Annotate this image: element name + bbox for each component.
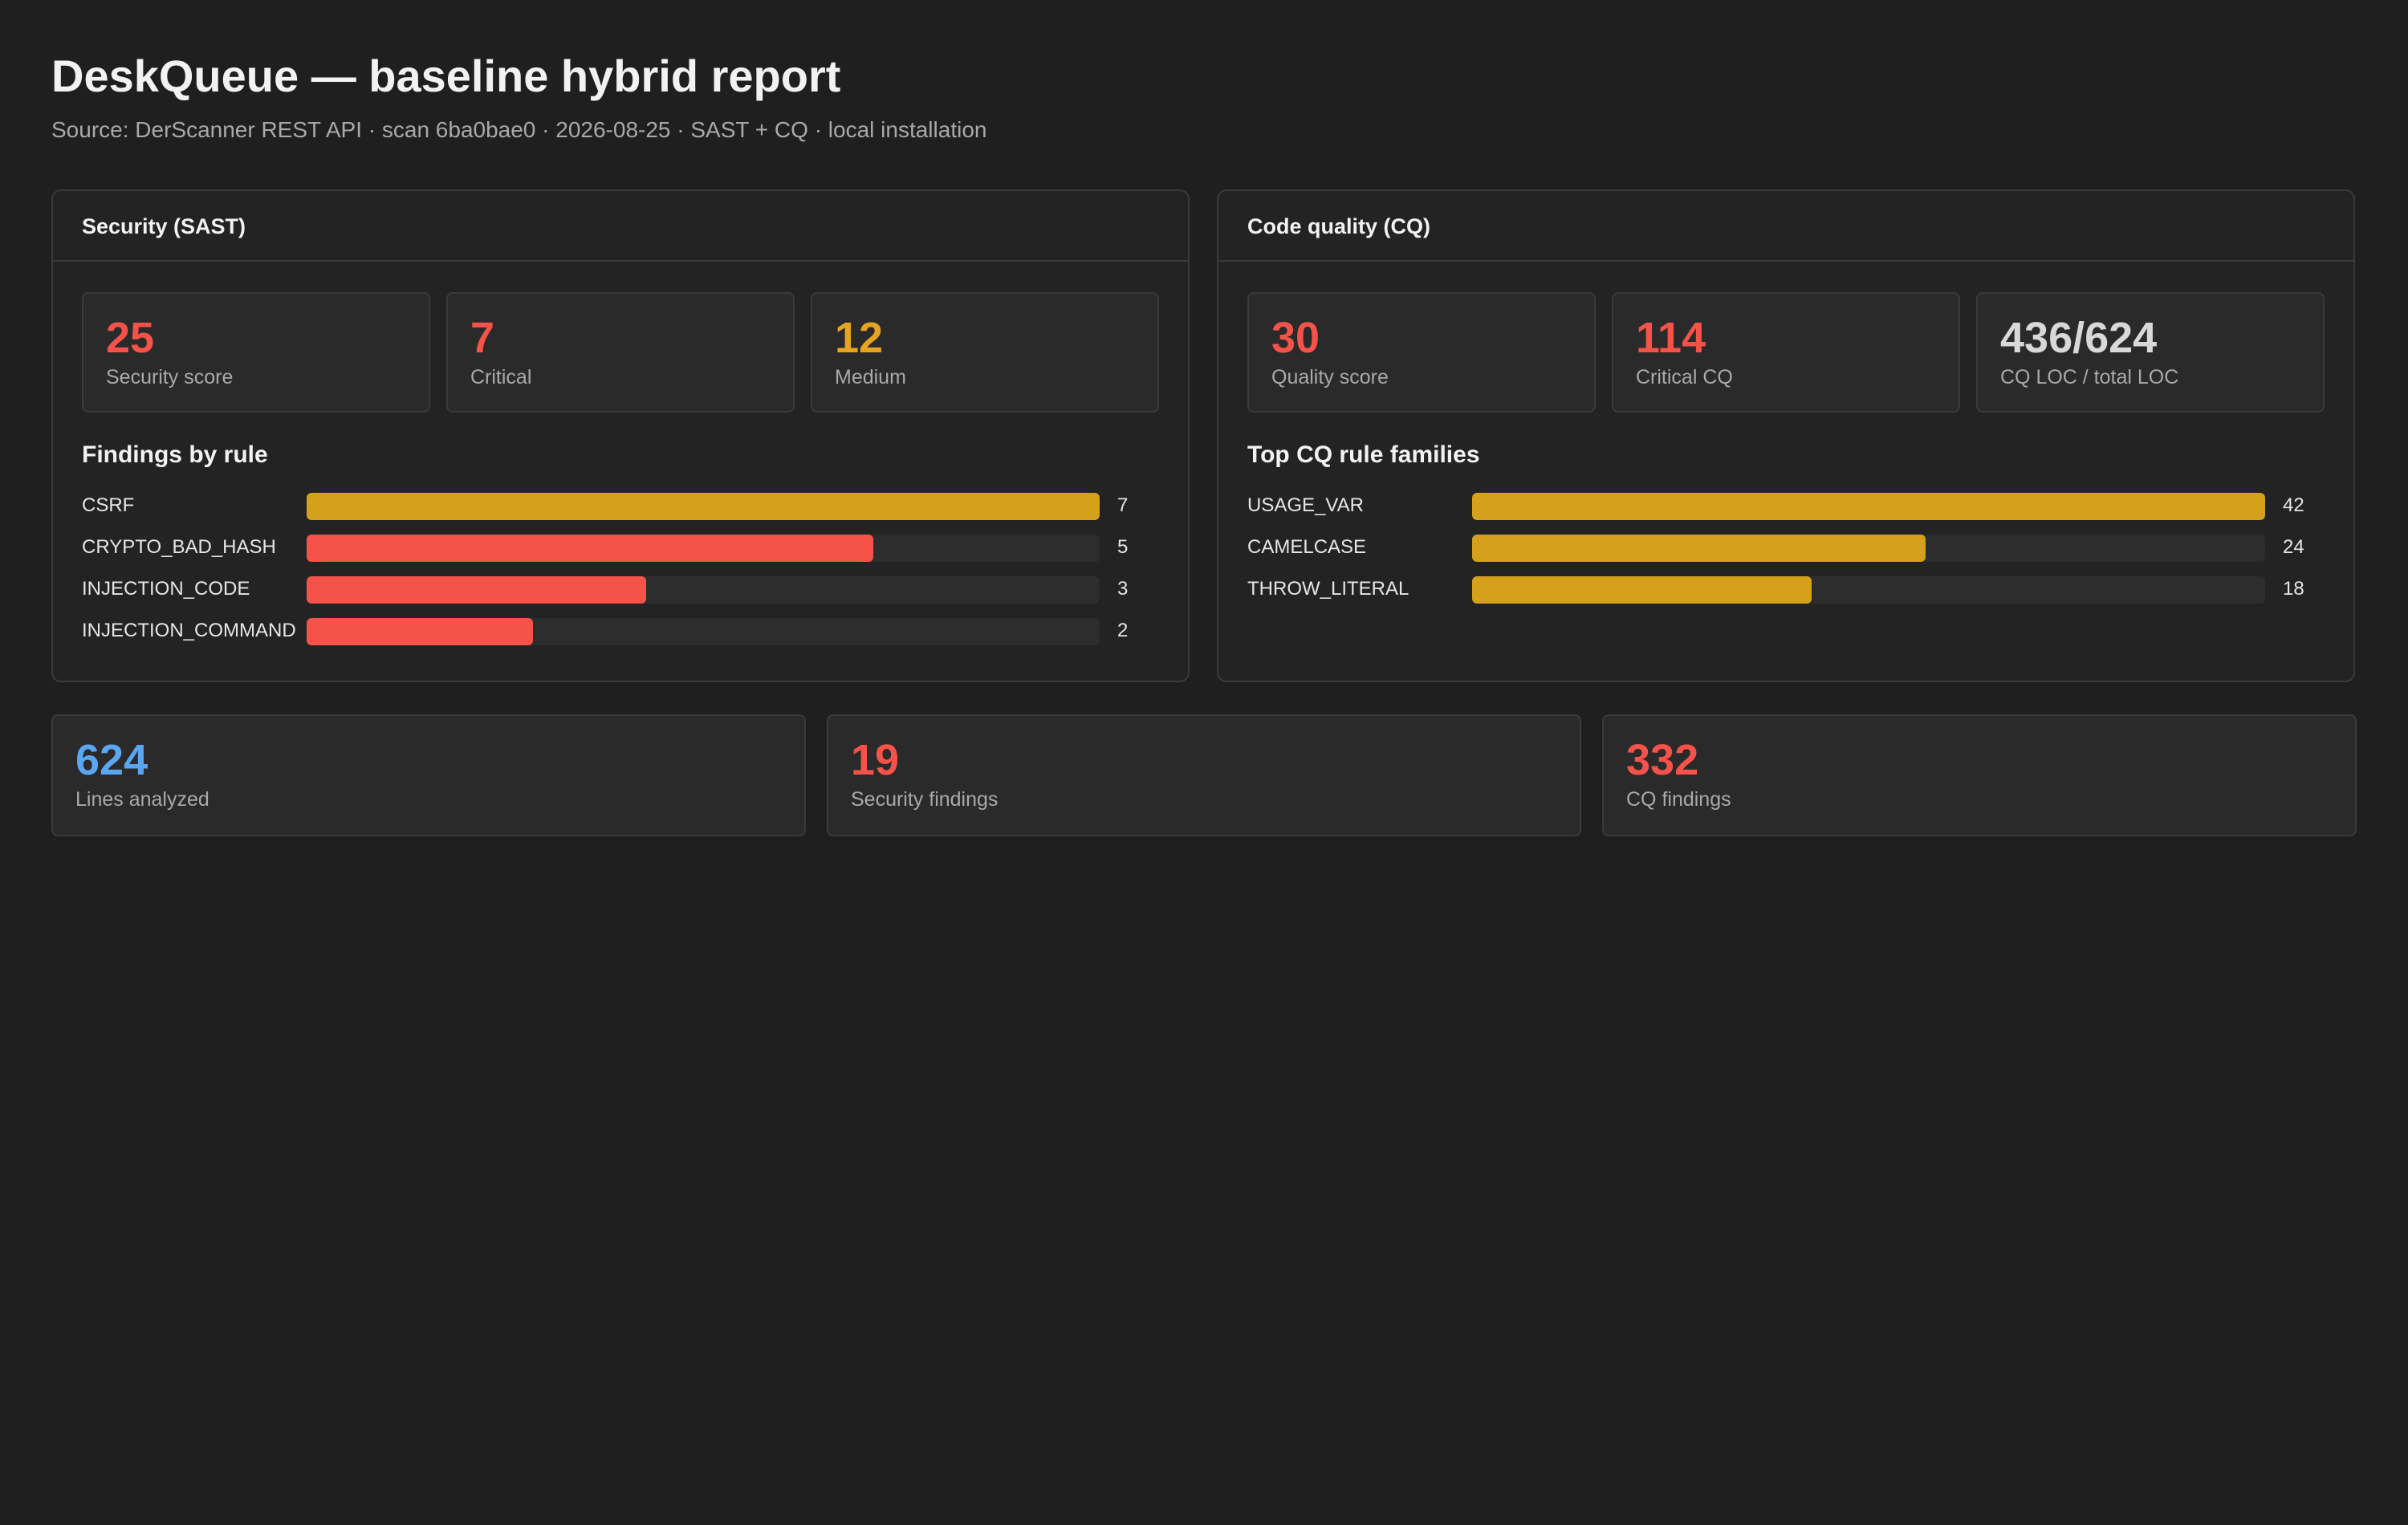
bar bbox=[307, 535, 873, 562]
bar-label: INJECTION_CODE bbox=[82, 578, 250, 600]
lines-analyzed-value: 624 bbox=[75, 736, 148, 784]
bar bbox=[1472, 493, 2265, 520]
critical-label: Critical bbox=[470, 366, 532, 388]
bar-row: CAMELCASE 24 bbox=[1247, 530, 2325, 571]
lines-analyzed-label: Lines analyzed bbox=[75, 788, 209, 811]
critical-cq-label: Critical CQ bbox=[1636, 366, 1733, 388]
security-panel-title: Security (SAST) bbox=[53, 191, 1188, 262]
top-cq-rule-families-chart: USAGE_VAR 42 CAMELCASE 24 THROW_LITERAL 18 bbox=[1247, 488, 2325, 613]
code-quality-panel-title: Code quality (CQ) bbox=[1218, 191, 2353, 262]
security-findings-value: 19 bbox=[851, 736, 900, 784]
critical-card: 7 Critical bbox=[446, 292, 795, 413]
bar-label: INJECTION_COMMAND bbox=[82, 620, 296, 641]
findings-by-rule-chart: CSRF 7 CRYPTO_BAD_HASH 5 INJECTION_CODE 3 INJE… bbox=[82, 488, 1159, 655]
critical-cq-value: 114 bbox=[1636, 314, 1706, 362]
bar-label: THROW_LITERAL bbox=[1247, 578, 1409, 600]
bar-row: INJECTION_CODE 3 bbox=[82, 571, 1159, 613]
security-kpi-row: 25 Security score 7 Critical 12 Medium bbox=[82, 292, 1159, 413]
top-cq-rule-families-title: Top CQ rule families bbox=[1247, 441, 1480, 468]
bar-value-label: 2 bbox=[1117, 620, 1129, 641]
bar-value-label: 18 bbox=[2283, 578, 2304, 600]
summary-row: 624 Lines analyzed 19 Security findings … bbox=[51, 714, 2357, 836]
bar-value-label: 5 bbox=[1117, 536, 1129, 558]
bar-value-label: 7 bbox=[1117, 494, 1129, 516]
cq-findings-value: 332 bbox=[1626, 736, 1699, 784]
bar-row: THROW_LITERAL 18 bbox=[1247, 571, 2325, 613]
cq-loc-label: CQ LOC / total LOC bbox=[2000, 366, 2179, 388]
quality-score-value: 30 bbox=[1271, 314, 1320, 362]
quality-score-card: 30 Quality score bbox=[1247, 292, 1596, 413]
bar-track bbox=[1472, 576, 2265, 604]
bar-label: CRYPTO_BAD_HASH bbox=[82, 536, 276, 558]
security-score-label: Security score bbox=[106, 366, 234, 388]
findings-by-rule-title: Findings by rule bbox=[82, 441, 268, 468]
bar-row: CRYPTO_BAD_HASH 5 bbox=[82, 530, 1159, 571]
bar-label: CSRF bbox=[82, 494, 135, 516]
bar-value-label: 3 bbox=[1117, 578, 1129, 600]
bar bbox=[307, 493, 1100, 520]
critical-value: 7 bbox=[470, 314, 495, 362]
medium-value: 12 bbox=[835, 314, 884, 362]
medium-card: 12 Medium bbox=[811, 292, 1159, 413]
bar-value-label: 42 bbox=[2283, 494, 2304, 516]
bar-track bbox=[1472, 493, 2265, 520]
bar-track bbox=[1472, 535, 2265, 562]
bar-value-label: 24 bbox=[2283, 536, 2304, 558]
security-panel: Security (SAST) 25 Security score 7 Crit… bbox=[51, 189, 1190, 682]
bar-row: INJECTION_COMMAND 2 bbox=[82, 613, 1159, 655]
quality-score-label: Quality score bbox=[1271, 366, 1389, 388]
cq-loc-value: 436/624 bbox=[2000, 314, 2158, 362]
security-score-card: 25 Security score bbox=[82, 292, 430, 413]
bar-row: USAGE_VAR 42 bbox=[1247, 488, 2325, 530]
security-findings-card: 19 Security findings bbox=[827, 714, 1581, 836]
bar bbox=[307, 618, 534, 645]
cq-findings-label: CQ findings bbox=[1626, 788, 1731, 811]
page-title: DeskQueue — baseline hybrid report bbox=[51, 51, 841, 101]
security-findings-label: Security findings bbox=[851, 788, 999, 811]
bar-track bbox=[307, 493, 1100, 520]
bar-track bbox=[307, 576, 1100, 604]
cq-findings-card: 332 CQ findings bbox=[1602, 714, 2357, 836]
medium-label: Medium bbox=[835, 366, 906, 388]
critical-cq-card: 114 Critical CQ bbox=[1612, 292, 1960, 413]
bar bbox=[1472, 576, 1812, 604]
bar bbox=[1472, 535, 1926, 562]
cq-kpi-row: 30 Quality score 114 Critical CQ 436/624… bbox=[1247, 292, 2325, 413]
code-quality-panel: Code quality (CQ) 30 Quality score 114 C… bbox=[1217, 189, 2355, 682]
bar-label: CAMELCASE bbox=[1247, 536, 1367, 558]
bar-track bbox=[307, 535, 1100, 562]
security-score-value: 25 bbox=[106, 314, 155, 362]
bar bbox=[307, 576, 647, 604]
page-subtitle: Source: DerScanner REST API · scan 6ba0b… bbox=[51, 117, 987, 142]
lines-analyzed-card: 624 Lines analyzed bbox=[51, 714, 806, 836]
bar-track bbox=[307, 618, 1100, 645]
bar-row: CSRF 7 bbox=[82, 488, 1159, 530]
cq-loc-card: 436/624 CQ LOC / total LOC bbox=[1976, 292, 2325, 413]
bar-label: USAGE_VAR bbox=[1247, 494, 1364, 516]
